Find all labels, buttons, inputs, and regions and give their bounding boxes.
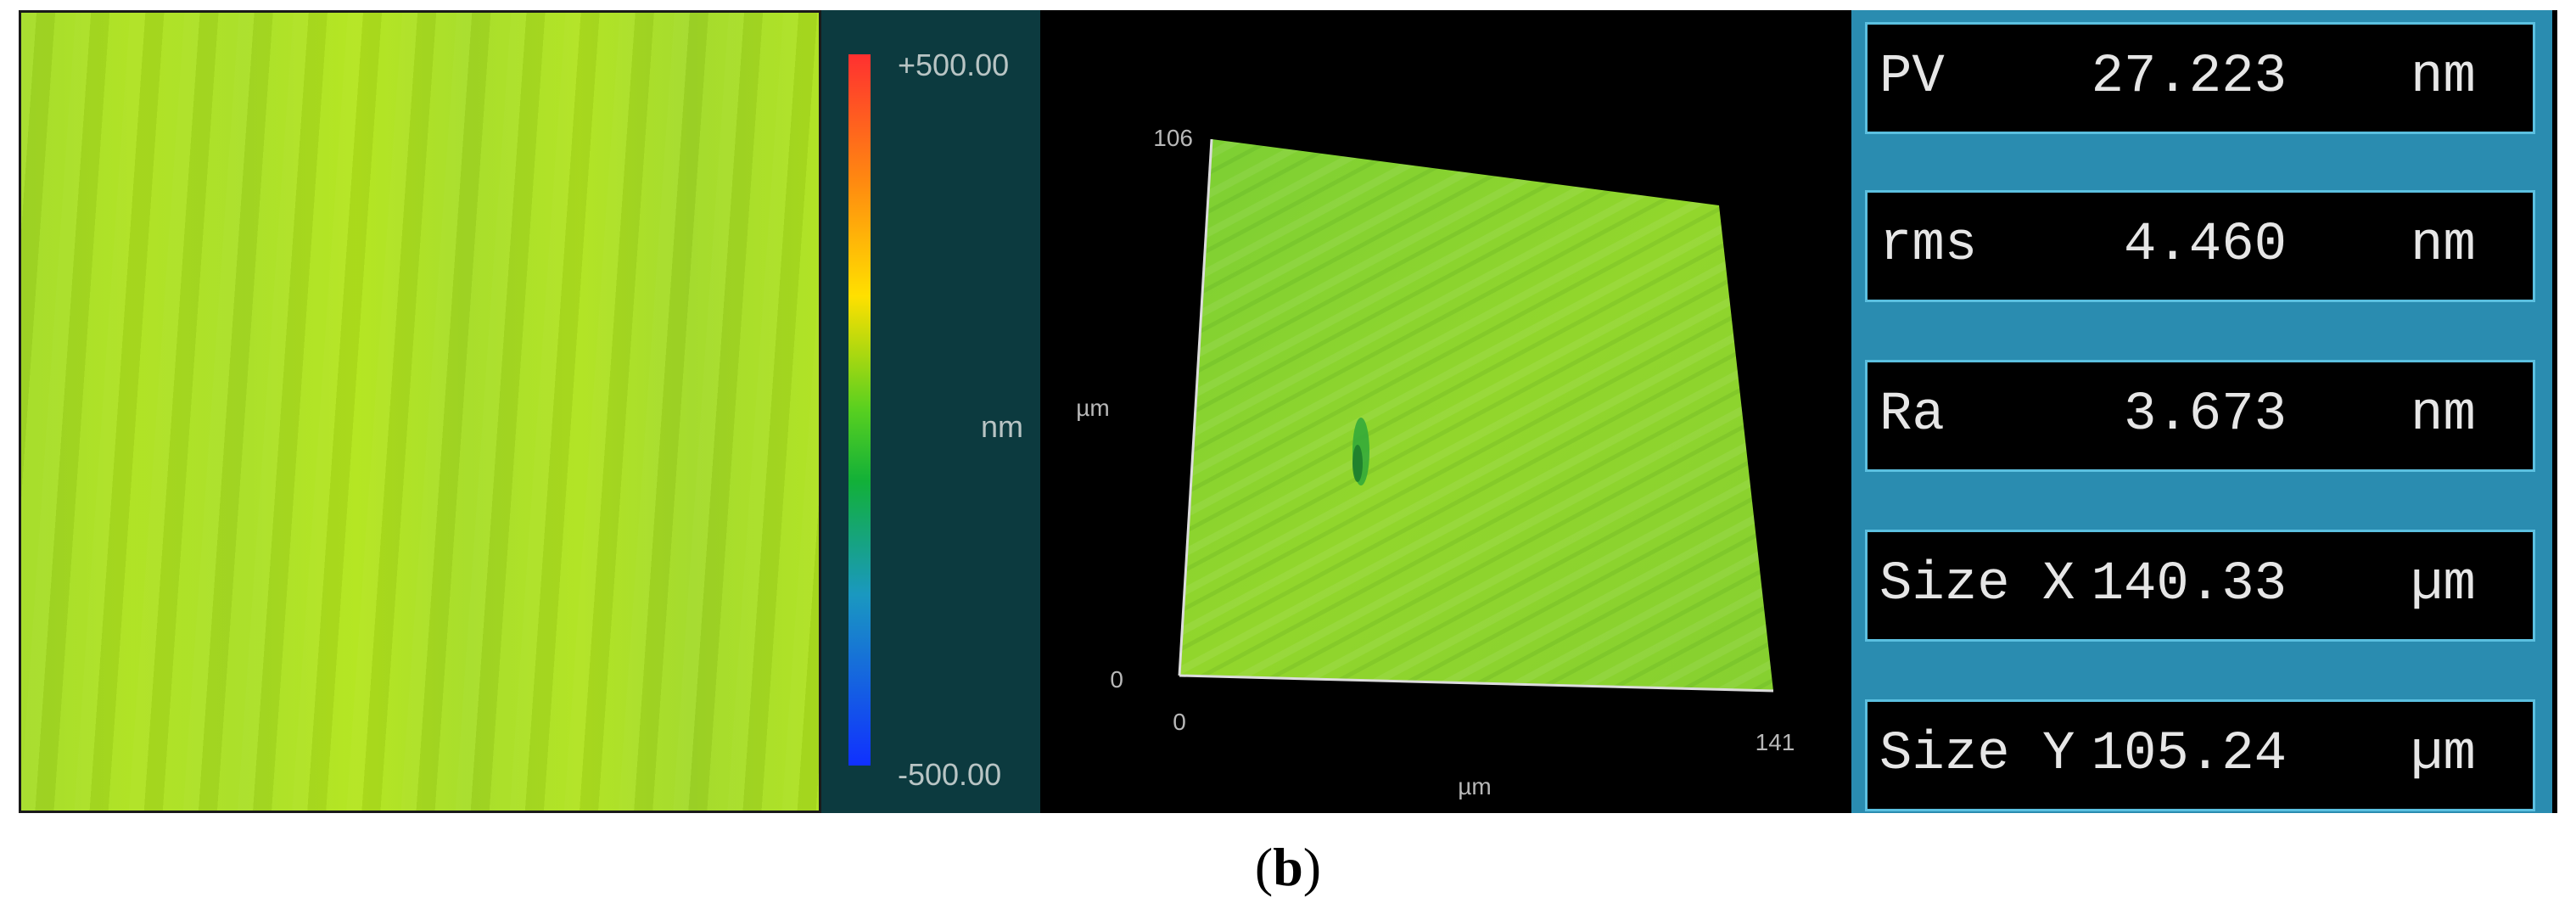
surface-3d-view: 106 0 µm 0 141 µm: [1040, 10, 1846, 813]
color-scale-bar: [848, 54, 871, 766]
statistics-panel: PV 27.223 nm rms 4.460 nm Ra 3.673 nm Si…: [1846, 10, 2557, 813]
stat-row-ra: Ra 3.673 nm: [1865, 360, 2535, 472]
figure-caption: (b): [0, 836, 2576, 899]
stat-unit: µm: [2411, 554, 2476, 615]
stat-name: Size Y: [1879, 724, 2075, 785]
y-tick-top: 106: [1153, 125, 1193, 151]
stat-value: 27.223: [2091, 47, 2287, 108]
stat-unit: µm: [2411, 724, 2476, 785]
x-axis-unit: µm: [1458, 773, 1491, 799]
stat-row-rms: rms 4.460 nm: [1865, 190, 2535, 302]
statistics-frame: PV 27.223 nm rms 4.460 nm Ra 3.673 nm Si…: [1851, 10, 2552, 813]
stat-row-size-x: Size X 140.33 µm: [1865, 530, 2535, 642]
stat-value: 4.460: [2123, 215, 2287, 276]
stat-name: Size X: [1879, 554, 2075, 615]
caption-letter: b: [1273, 837, 1303, 897]
y-tick-bottom: 0: [1110, 666, 1123, 693]
scale-unit-label: nm: [981, 409, 1024, 444]
scale-min-label: -500.00: [898, 757, 1002, 792]
y-axis-unit: µm: [1076, 395, 1109, 421]
x-axis-line: [1179, 674, 1774, 693]
height-map-2d: [19, 10, 821, 813]
caption-open-paren: (: [1254, 837, 1274, 897]
stat-unit: nm: [2411, 215, 2476, 276]
surface-3d-svg: 106 0 µm 0 141 µm: [1076, 125, 1795, 799]
stat-value: 105.24: [2091, 724, 2287, 785]
x-tick-right: 141: [1756, 729, 1795, 755]
surface-streaks: [1179, 139, 1773, 691]
stat-name: Ra: [1879, 384, 1945, 446]
stat-name: PV: [1879, 47, 1945, 108]
stat-name: rms: [1879, 215, 1978, 276]
surface-defect-shade: [1352, 445, 1363, 482]
stat-value: 3.673: [2123, 384, 2287, 446]
stat-unit: nm: [2411, 384, 2476, 446]
x-tick-left: 0: [1173, 709, 1186, 735]
scale-max-label: +500.00: [898, 48, 1010, 82]
stat-unit: nm: [2411, 47, 2476, 108]
stat-row-size-y: Size Y 105.24 µm: [1865, 699, 2535, 811]
y-axis-line: [1178, 138, 1213, 676]
stat-row-pv: PV 27.223 nm: [1865, 22, 2535, 134]
caption-close-paren: ): [1302, 837, 1322, 897]
stat-value: 140.33: [2091, 554, 2287, 615]
color-scale-panel: +500.00 nm -500.00: [821, 10, 1040, 813]
